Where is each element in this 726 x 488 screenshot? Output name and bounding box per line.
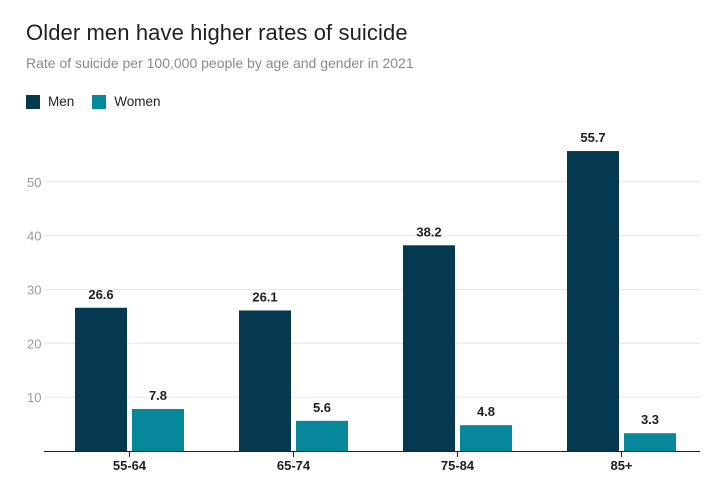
y-tick-label-30: 30 — [27, 282, 41, 297]
data-label-men-85+: 55.7 — [580, 130, 605, 145]
legend-item-women: Women — [92, 94, 161, 109]
data-label-men-65-74: 26.1 — [252, 289, 277, 304]
legend-swatch-women — [92, 94, 107, 109]
x-tick-label-55-64: 55-64 — [113, 458, 147, 473]
data-label-women-55-64: 7.8 — [149, 388, 167, 403]
bar-women-65-74 — [296, 420, 348, 451]
bar-men-65-74 — [239, 310, 291, 451]
chart-title: Older men have higher rates of suicide — [26, 20, 408, 45]
x-tick-label-75-84: 75-84 — [441, 458, 475, 473]
x-tick-label-85+: 85+ — [610, 458, 632, 473]
bar-women-55-64 — [132, 408, 184, 451]
legend-item-men: Men — [26, 94, 74, 109]
bar-women-85+ — [624, 433, 676, 451]
legend-label-women: Women — [114, 94, 161, 109]
data-label-men-75-84: 38.2 — [416, 224, 441, 239]
bar-men-85+ — [567, 151, 619, 452]
data-label-men-55-64: 26.6 — [88, 287, 113, 302]
bar-men-55-64 — [75, 307, 127, 451]
legend: Men Women — [26, 94, 179, 109]
y-tick-label-20: 20 — [27, 336, 41, 351]
data-label-women-65-74: 5.6 — [313, 400, 331, 415]
data-label-women-85+: 3.3 — [641, 412, 659, 427]
x-tick-label-65-74: 65-74 — [277, 458, 311, 473]
chart-subtitle: Rate of suicide per 100,000 people by ag… — [26, 55, 414, 71]
y-tick-label-10: 10 — [27, 390, 41, 405]
y-tick-label-50: 50 — [27, 175, 41, 190]
legend-label-men: Men — [48, 94, 75, 109]
y-tick-label-40: 40 — [27, 229, 41, 244]
legend-swatch-men — [26, 94, 40, 109]
bar-men-75-84 — [403, 245, 455, 451]
data-label-women-75-84: 4.8 — [477, 404, 495, 419]
bar-women-75-84 — [460, 425, 512, 451]
